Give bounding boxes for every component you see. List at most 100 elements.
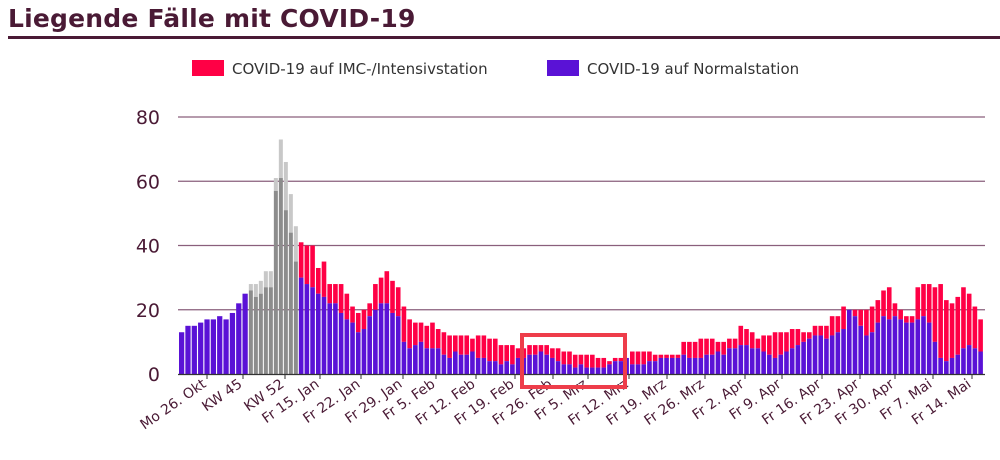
bar-intensiv-b-98 [858, 309, 863, 326]
bar-intensiv-b-27 [453, 335, 458, 352]
y-tick-label: 80 [136, 107, 160, 129]
bar-intensiv-b-54 [607, 361, 612, 365]
bar-intensiv-b-4 [321, 261, 327, 297]
bar-intensiv-b-88 [801, 332, 806, 342]
bar-normal-b-100 [869, 332, 875, 374]
bar-normal-b-76 [732, 348, 738, 374]
bar-intensiv-b-15 [384, 271, 390, 304]
bar-normal-b-56 [618, 361, 624, 374]
bar-normal-b-72 [709, 354, 715, 374]
bar-normal-b-20 [413, 345, 418, 374]
bar-normal-b-33 [487, 361, 492, 374]
bar-normal-b-47 [567, 364, 572, 374]
bar-normal-b-84 [778, 354, 784, 374]
x-tick-label: KW 45 [199, 376, 245, 415]
bar-normal-b-95 [841, 329, 846, 374]
bar-normal-b-101 [875, 322, 881, 374]
bar-intensiv-b-37 [510, 345, 515, 365]
bar-normal-b-112 [938, 357, 943, 374]
bar-intensiv-b-94 [835, 316, 841, 333]
bar-intensiv-b-77 [738, 325, 744, 346]
title-underline [8, 36, 1000, 39]
bar-normal-b-75 [727, 348, 732, 374]
y-tick-label: 20 [136, 300, 160, 322]
bar-intensiv-b-95 [841, 306, 846, 330]
bar-normal-b-10 [355, 332, 361, 374]
bar-normal-b-90 [812, 335, 818, 374]
bar-intensiv-b-87 [795, 329, 801, 346]
bar-normal-b-92 [824, 338, 829, 374]
bar-intensiv-b-55 [612, 357, 618, 362]
bar-normal-b-13 [373, 309, 378, 374]
legend-swatch-normal [547, 60, 579, 76]
bar-normal-b-83 [772, 357, 778, 374]
bar-intensiv-b-28 [458, 335, 464, 355]
bar-intensiv-b-63 [658, 354, 664, 358]
bar-intensiv-b-18 [401, 306, 407, 342]
bar-normal-b-53 [601, 367, 607, 374]
bar-normal-b-98 [858, 325, 863, 374]
bar-normal-b-81 [761, 351, 766, 374]
bar-intensiv-b-24 [435, 329, 441, 349]
bar-intensiv-b-113 [944, 300, 949, 362]
bar-normal-b-93 [829, 335, 835, 374]
bar-normal-b-111 [932, 341, 938, 374]
bar-normal-a-5 [210, 319, 216, 374]
bar-intensiv-b-50 [584, 354, 589, 368]
bar-normal-b-1 [304, 284, 310, 374]
bar-normal-a-8 [229, 312, 236, 374]
bar-intensiv-b-60 [641, 351, 647, 365]
bar-normal-b-26 [447, 357, 452, 374]
bar-normal-b-66 [675, 357, 681, 374]
bar-gray-normal-w-1 [253, 296, 258, 374]
bar-normal-b-17 [395, 316, 401, 374]
bar-intensiv-b-117 [966, 293, 972, 346]
bar-normal-b-48 [572, 367, 578, 374]
bar-normal-b-86 [789, 348, 795, 374]
bar-normal-b-24 [435, 348, 441, 374]
bar-normal-b-107 [909, 322, 915, 374]
chart-title: Liegende Fälle mit COVID-19 [8, 4, 416, 33]
bar-normal-b-68 [687, 357, 692, 374]
bar-intensiv-b-22 [424, 325, 430, 349]
bar-normal-b-104 [892, 316, 898, 374]
bar-gray-total-w-9 [293, 226, 298, 262]
bar-intensiv-b-48 [572, 354, 578, 368]
bar-normal-b-46 [561, 364, 567, 374]
bar-intensiv-b-71 [704, 338, 709, 355]
bar-normal-b-52 [595, 367, 601, 374]
bar-intensiv-b-85 [784, 332, 789, 352]
bar-normal-b-80 [755, 348, 761, 374]
bar-normal-b-49 [578, 364, 584, 374]
bar-intensiv-b-110 [926, 284, 932, 323]
bar-gray-total-w-8 [288, 194, 293, 233]
bar-normal-b-7 [338, 312, 344, 374]
bar-intensiv-b-12 [367, 303, 372, 317]
bar-intensiv-b-83 [772, 332, 778, 358]
bar-normal-b-43 [544, 354, 549, 374]
bar-intensiv-b-119 [978, 319, 983, 352]
bar-intensiv-b-78 [744, 329, 749, 346]
bar-normal-b-119 [978, 351, 983, 374]
bar-gray-normal-w-0 [248, 290, 253, 374]
bar-intensiv-b-43 [544, 345, 549, 355]
bar-intensiv-b-42 [538, 345, 544, 352]
bar-normal-b-45 [555, 361, 561, 374]
bar-intensiv-b-92 [824, 325, 829, 339]
bar-intensiv-b-29 [464, 335, 470, 355]
bar-intensiv-b-59 [635, 351, 641, 365]
bar-intensiv-b-49 [578, 354, 584, 365]
bar-normal-b-22 [424, 348, 430, 374]
bar-normal-b-64 [664, 357, 669, 374]
bar-intensiv-b-81 [761, 335, 766, 352]
bar-normal-b-6 [333, 303, 338, 374]
y-tick-label: 60 [136, 171, 160, 193]
bar-normal-b-96 [846, 309, 852, 374]
bar-normal-a-4 [204, 319, 210, 374]
bar-intensiv-b-10 [355, 312, 361, 333]
bar-intensiv-b-115 [955, 296, 961, 355]
bar-normal-b-25 [441, 354, 447, 374]
bar-intensiv-b-1 [304, 245, 310, 285]
bar-intensiv-b-86 [789, 329, 795, 349]
bar-intensiv-b-35 [498, 345, 504, 365]
